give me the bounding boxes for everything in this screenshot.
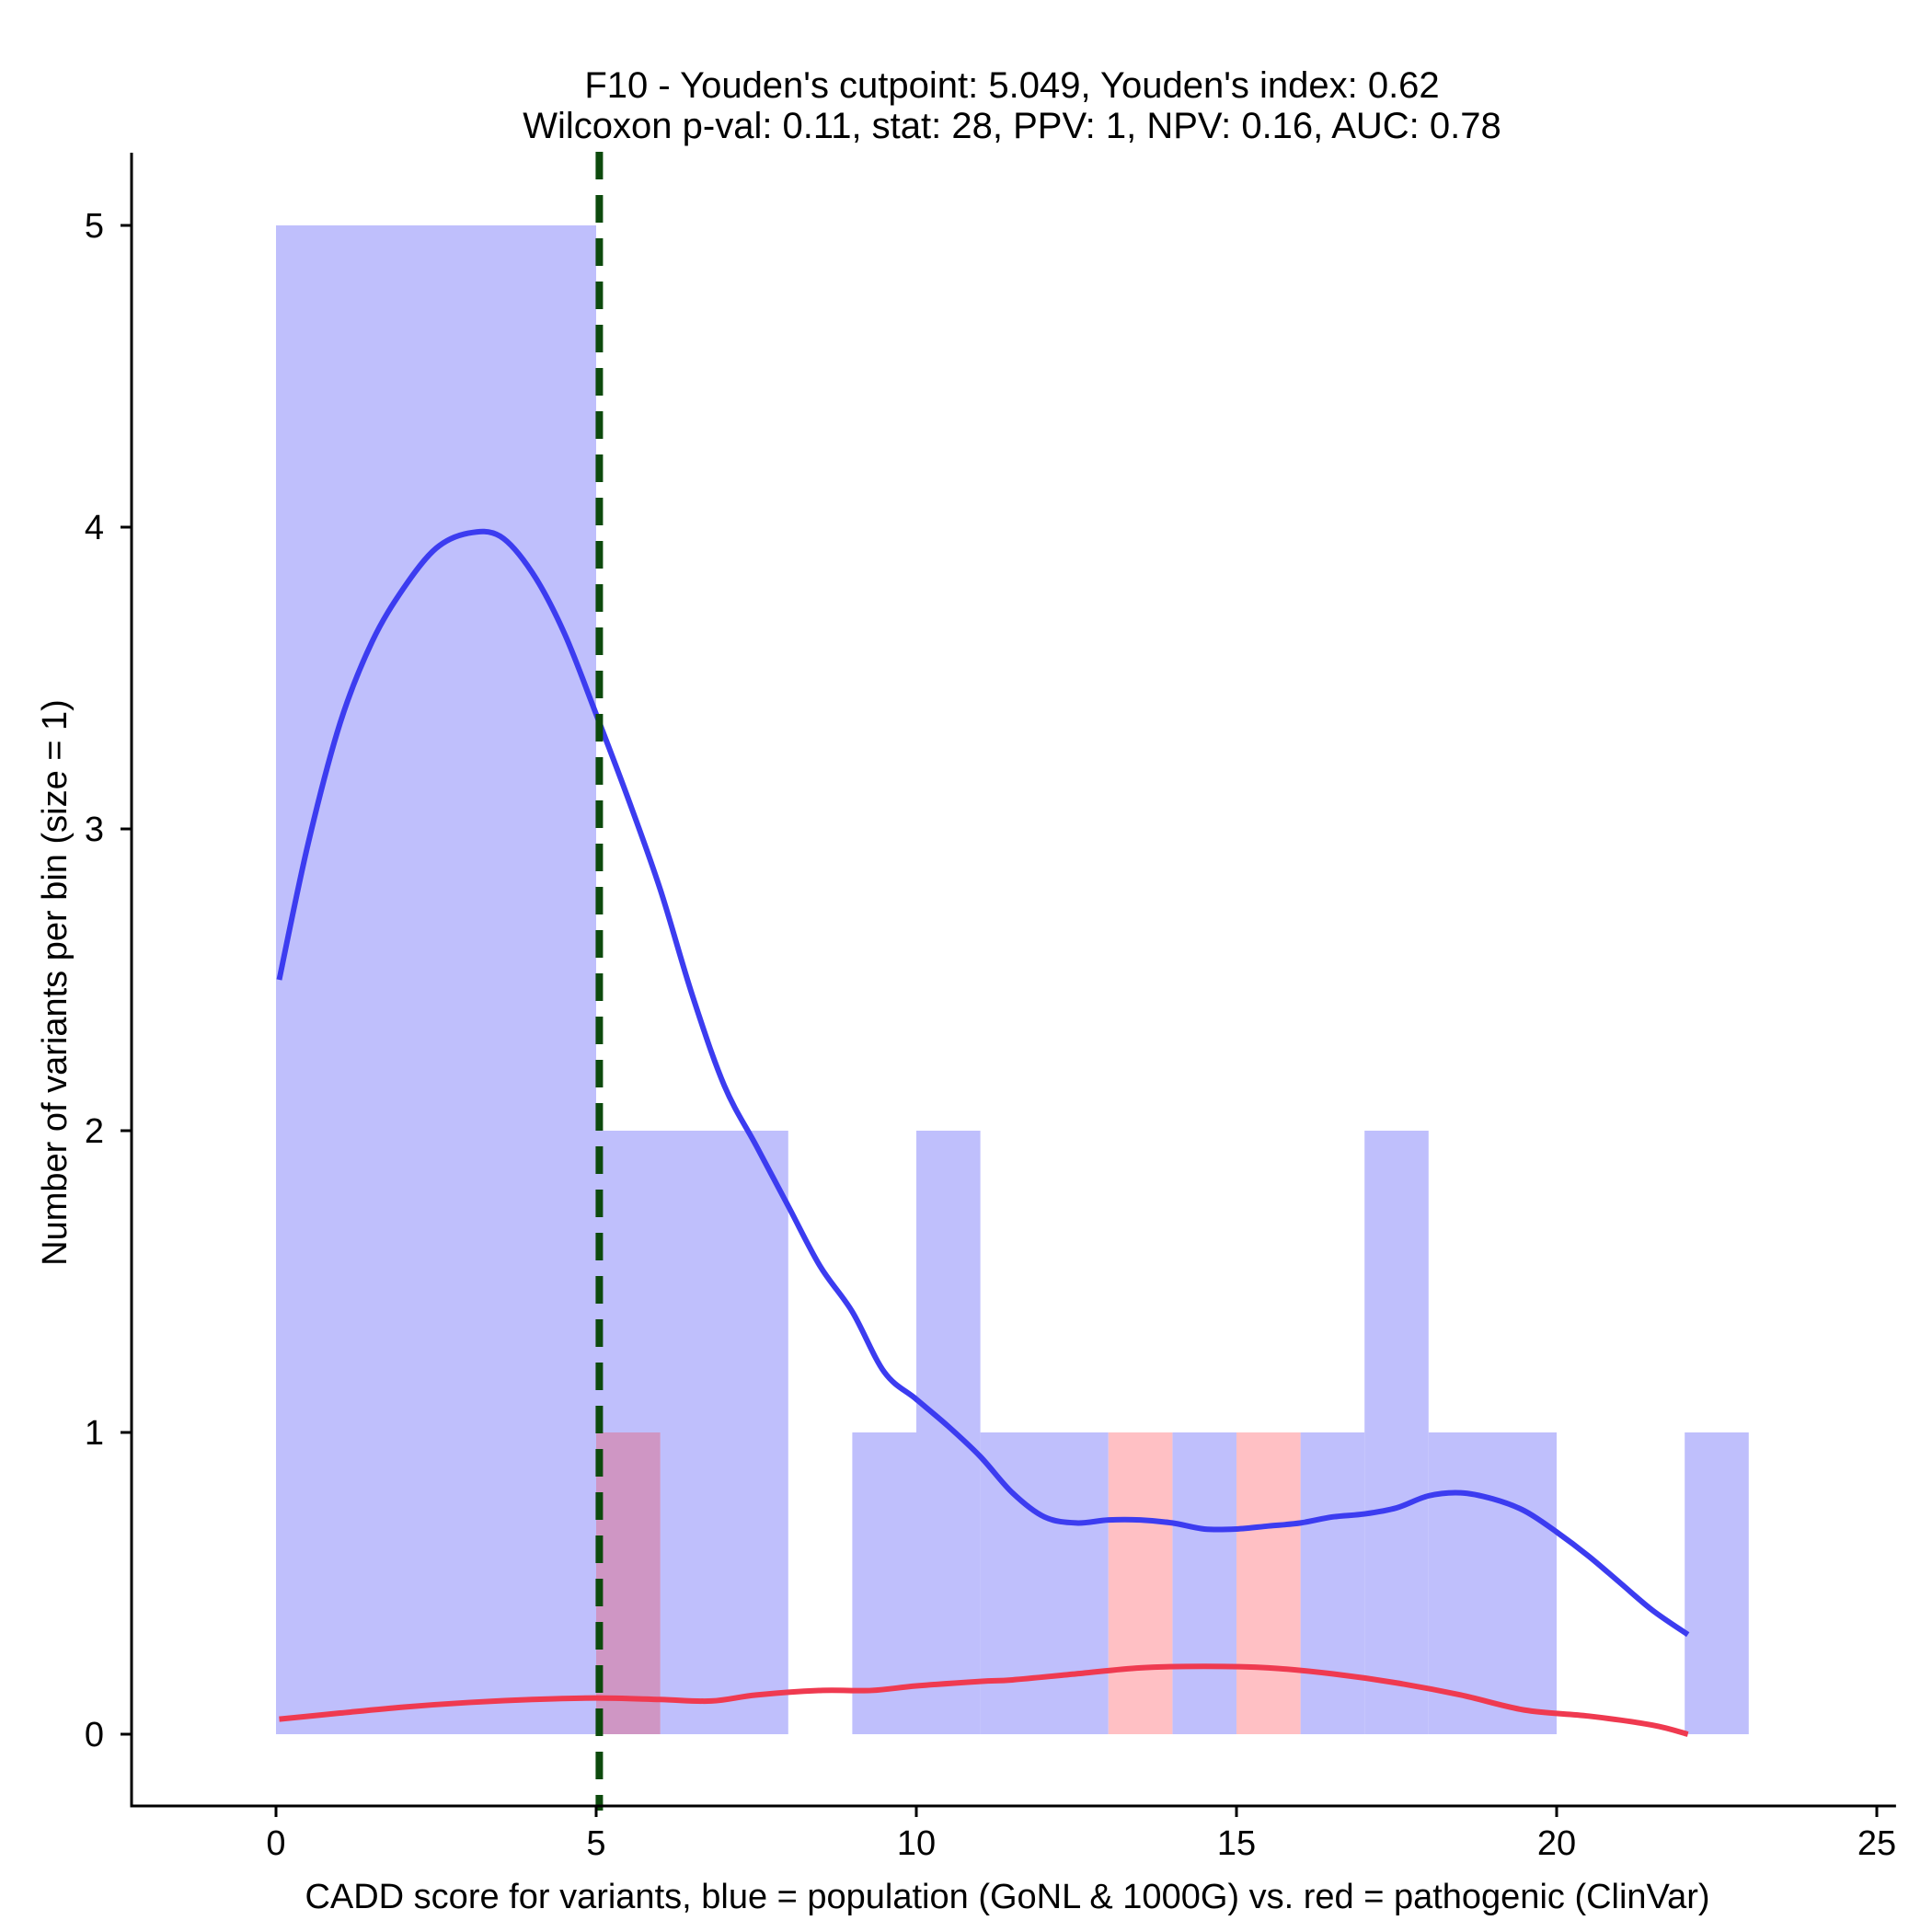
x-tick-label-0: 0 — [266, 1824, 285, 1863]
y-tick-label-4: 4 — [85, 509, 104, 547]
pathogenic-density-curve — [279, 1663, 1689, 1737]
density-curves — [276, 528, 1690, 1737]
y-tick-label-3: 3 — [85, 811, 104, 849]
pathogenic-bar-2 — [1236, 1432, 1301, 1734]
x-tick-label-25: 25 — [1857, 1824, 1896, 1863]
population-bar-3 — [916, 1131, 981, 1734]
population-bar-7 — [1364, 1131, 1429, 1734]
chart-title-line-1: F10 - Youden's cutpoint: 5.049, Youden's… — [584, 65, 1439, 106]
population-bar-6 — [1300, 1432, 1365, 1734]
population-bar-0 — [276, 225, 596, 1734]
x-axis-label: CADD score for variants, blue = populati… — [305, 1878, 1709, 1916]
chart-title-line-2: Wilcoxon p-val: 0.11, stat: 28, PPV: 1, … — [523, 106, 1501, 146]
overlap-bar-0 — [596, 1432, 661, 1734]
y-tick-label-5: 5 — [85, 207, 104, 246]
population-density-curve — [276, 528, 1690, 1638]
histogram-bars — [276, 225, 1749, 1734]
y-tick-label-2: 2 — [85, 1112, 104, 1151]
pathogenic-bar-1 — [1108, 1432, 1173, 1734]
population-bar-8 — [1428, 1432, 1557, 1734]
x-tick-label-5: 5 — [586, 1824, 605, 1863]
axes: 0 5 10 15 20 25 0 1 2 3 4 5 — [85, 153, 1896, 1863]
x-tick-label-15: 15 — [1217, 1824, 1256, 1863]
population-bar-9 — [1685, 1432, 1749, 1734]
y-tick-label-1: 1 — [85, 1414, 104, 1453]
y-axis-label: Number of variants per bin (size = 1) — [36, 699, 75, 1266]
population-bar-5 — [1172, 1432, 1236, 1734]
y-tick-label-0: 0 — [85, 1716, 104, 1754]
x-tick-label-10: 10 — [897, 1824, 936, 1863]
x-tick-label-20: 20 — [1537, 1824, 1576, 1863]
population-bar-2 — [852, 1432, 916, 1734]
